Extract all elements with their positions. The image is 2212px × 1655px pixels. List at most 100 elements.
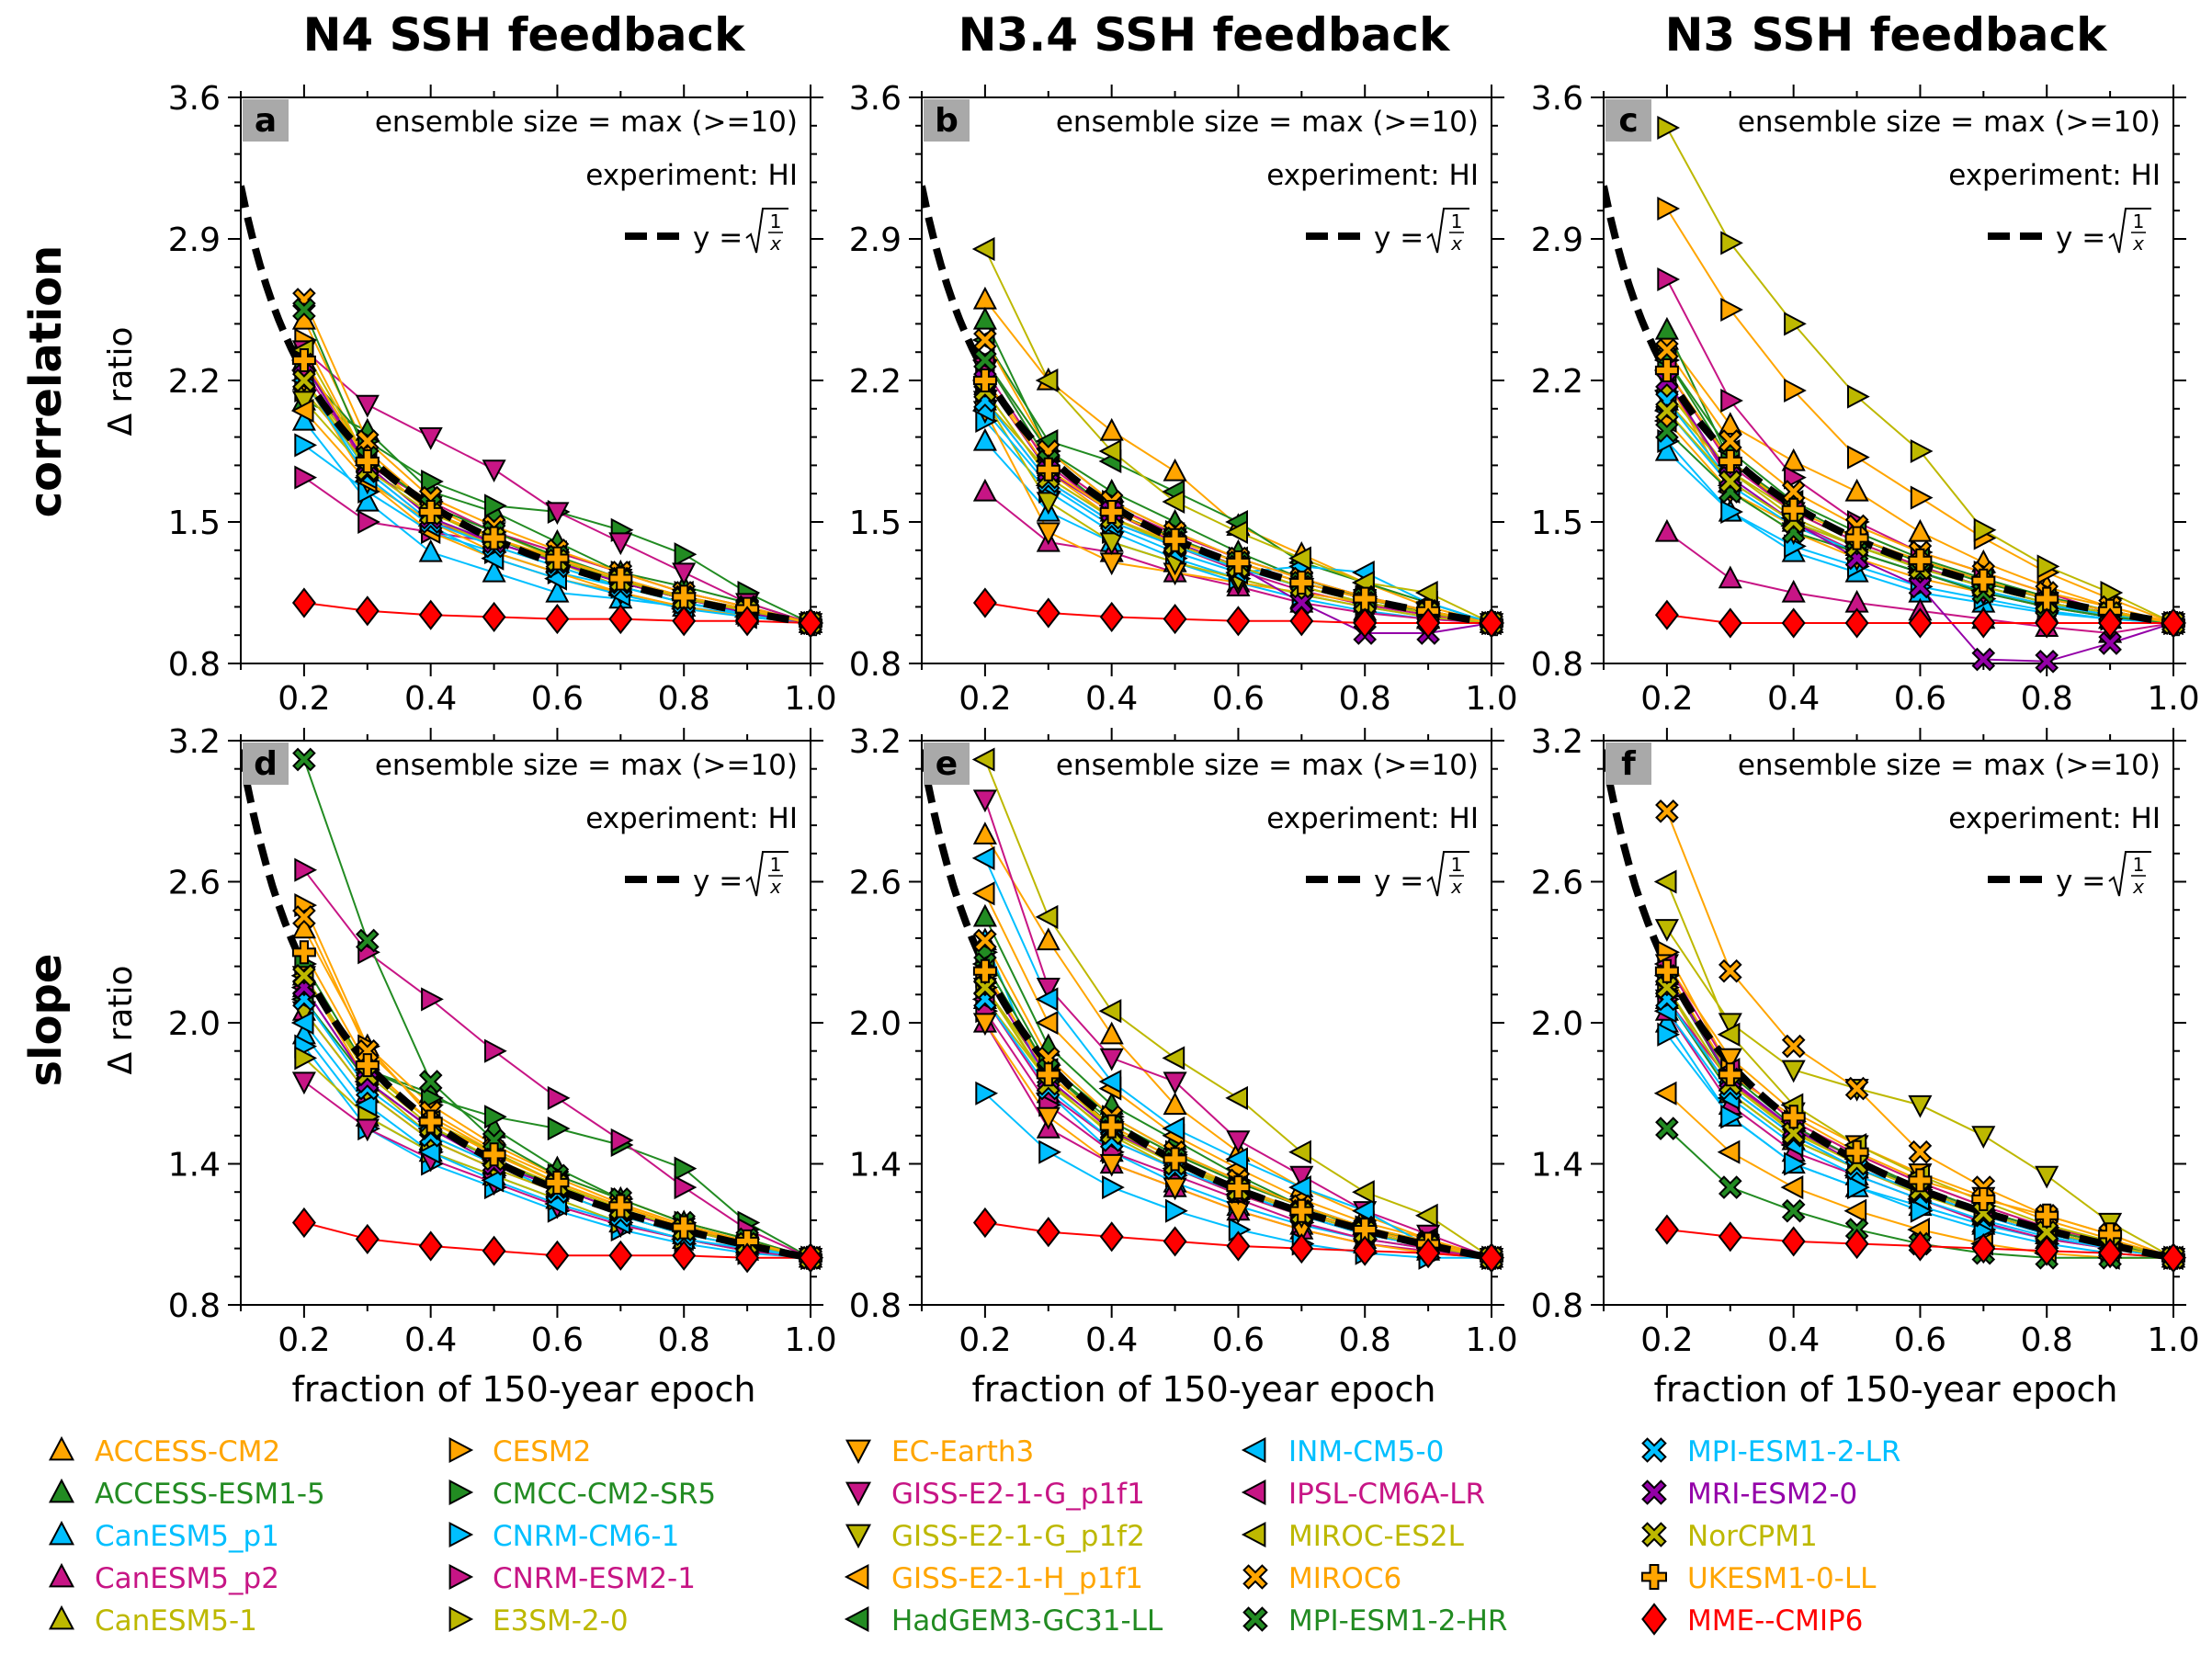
data-point <box>1718 958 1742 983</box>
data-point <box>355 394 380 418</box>
data-point <box>1655 419 1679 443</box>
experiment-text: experiment: HI <box>1948 802 2161 835</box>
data-point <box>1908 607 1933 639</box>
legend: ACCESS-CM2 ACCESS-ESM1-5 CanESM5_p1 CanESM5… <box>48 1435 1900 1638</box>
legend-label: ACCESS-ESM1-5 <box>95 1478 325 1511</box>
svg-text:x: x <box>1450 876 1462 898</box>
legend-item: MPI-ESM1-2-LR <box>1641 1435 1900 1468</box>
data-point <box>1784 378 1807 403</box>
data-point <box>2035 649 2059 674</box>
legend-marker <box>1641 1603 1667 1636</box>
legend-item: NorCPM1 <box>1641 1520 1818 1553</box>
x-tick-label: 0.8 <box>2021 1321 2073 1359</box>
theory-curve <box>922 748 1492 1262</box>
data-point <box>972 427 997 451</box>
data-point <box>672 1240 697 1271</box>
legend-item: CNRM-CM6-1 <box>448 1520 679 1553</box>
data-point <box>1162 1046 1185 1071</box>
y-tick-label: 0.8 <box>1531 1287 1583 1325</box>
y-tick-label: 1.5 <box>849 504 902 542</box>
theory-curve <box>241 748 811 1262</box>
svg-text:y =: y = <box>1374 221 1424 255</box>
data-point <box>1718 565 1742 589</box>
data-point <box>972 789 997 813</box>
x-tick-label: 1.0 <box>1465 1321 1517 1359</box>
data-point <box>1035 368 1059 393</box>
data-point <box>481 1168 505 1193</box>
data-point <box>972 286 997 310</box>
y-tick-label: 1.4 <box>1531 1147 1583 1185</box>
data-point <box>971 881 995 906</box>
legend-marker <box>448 1479 474 1506</box>
data-point <box>1718 412 1742 435</box>
data-point <box>1225 1147 1249 1172</box>
data-point <box>1353 1235 1378 1266</box>
legend-marker <box>844 1563 869 1591</box>
data-point <box>672 562 697 586</box>
data-point <box>1225 519 1249 545</box>
legend-label: ACCESS-CM2 <box>95 1435 280 1468</box>
data-point <box>1784 1151 1807 1176</box>
data-point <box>1908 548 1933 572</box>
data-point <box>1099 1114 1124 1139</box>
data-point <box>482 1128 506 1152</box>
data-point <box>2161 607 2185 639</box>
panel-a: 0.8 1.5 2.2 2.9 3.6 0.2 0.4 0.6 0.8 1.0 a ensemble … <box>168 80 837 718</box>
panel-letter-badge <box>1605 99 1651 142</box>
legend-item: CNRM-ESM2-1 <box>448 1562 696 1595</box>
theory-curve <box>922 185 1492 627</box>
y-tick-label: 2.9 <box>849 221 902 259</box>
legend-item: ACCESS-CM2 <box>48 1435 280 1468</box>
legend-item: HadGEM3-GC31-LL <box>844 1604 1163 1638</box>
data-point <box>1226 1175 1251 1200</box>
panel-letter-badge <box>243 742 289 785</box>
data-point <box>1162 489 1185 515</box>
data-point <box>2098 607 2123 639</box>
x-tick-label: 0.8 <box>658 1321 710 1359</box>
legend-item: UKESM1-0-LL <box>1641 1562 1877 1595</box>
data-point <box>972 822 997 845</box>
legend-label: E3SM-2-0 <box>493 1604 629 1638</box>
legend-label: MPI-ESM1-2-HR <box>1288 1604 1507 1638</box>
legend-label: MIROC-ES2L <box>1288 1520 1465 1553</box>
data-point <box>1288 546 1311 571</box>
panels: 0.8 1.5 2.2 2.9 3.6 0.2 0.4 0.6 0.8 1.0 a ensemble … <box>168 80 2200 1359</box>
legend-marker <box>1241 1521 1266 1548</box>
ensemble-size-text: ensemble size = max (>=10) <box>375 106 798 139</box>
legend-marker <box>48 1435 75 1461</box>
legend-item: GISS-E2-1-H_p1f1 <box>844 1562 1143 1595</box>
ensemble-size-text: ensemble size = max (>=10) <box>375 749 798 782</box>
data-point <box>1653 1081 1677 1105</box>
data-point <box>418 538 443 562</box>
data-point <box>1781 1034 1806 1059</box>
ensemble-size-text: ensemble size = max (>=10) <box>1056 749 1479 782</box>
theory-legend-label: y = 1x <box>2056 208 2151 255</box>
series-line <box>1666 998 2173 1259</box>
y-tick-label: 1.4 <box>849 1147 902 1185</box>
data-point <box>1781 1060 1806 1083</box>
data-point <box>1098 999 1122 1024</box>
data-point <box>1036 1106 1061 1130</box>
data-point <box>418 500 443 524</box>
experiment-text: experiment: HI <box>585 802 798 835</box>
data-point <box>482 601 506 632</box>
data-point <box>1654 958 1679 983</box>
x-tick-label: 0.2 <box>278 1321 330 1359</box>
markers <box>1653 115 2187 674</box>
data-point <box>672 1215 697 1240</box>
data-point <box>1289 571 1314 595</box>
y-axis-label-bottom: Δ ratio <box>102 965 140 1074</box>
legend-marker <box>448 1563 474 1591</box>
legend-label: UKESM1-0-LL <box>1687 1562 1877 1595</box>
data-point <box>1846 445 1870 470</box>
data-point <box>1163 1147 1187 1172</box>
legend-label: CMCC-CM2-SR5 <box>493 1478 716 1511</box>
data-point <box>1480 607 1503 639</box>
theory-legend-label: y = 1x <box>2056 851 2151 898</box>
legend-item: CanESM5-1 <box>48 1604 257 1638</box>
data-point <box>973 328 997 352</box>
data-point <box>1971 1126 1996 1149</box>
data-point <box>545 579 570 603</box>
column-title-n3: N3 SSH feedback <box>1665 8 2109 62</box>
legend-label: MPI-ESM1-2-LR <box>1687 1435 1900 1468</box>
